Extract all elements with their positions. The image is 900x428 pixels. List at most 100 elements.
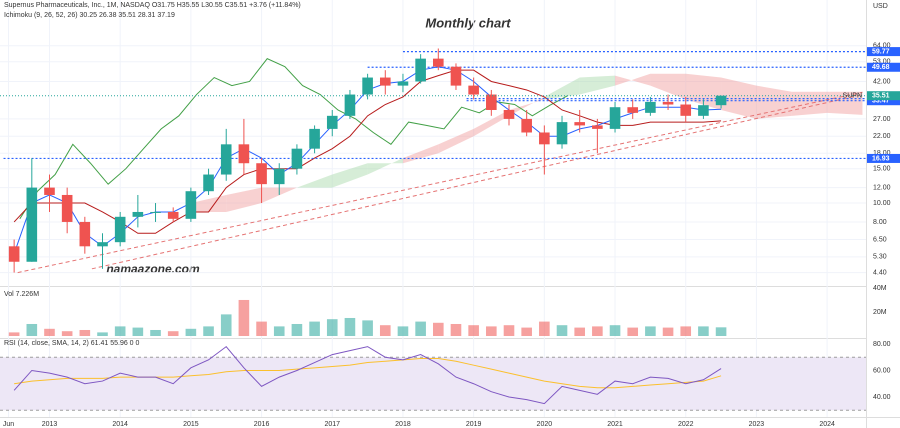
candle-body (150, 211, 161, 213)
volume-bar (379, 325, 391, 336)
y-tick-label: 27.00 (873, 116, 891, 123)
cloud (650, 73, 686, 100)
trendline (17, 91, 863, 274)
candle-body (273, 168, 285, 185)
y-tick-label: 4.40 (873, 269, 887, 276)
candle-body (97, 242, 108, 247)
ichimoku-legend: Ichimoku (9, 26, 52, 26) 30.25 26.38 35.… (4, 12, 175, 19)
y-tick-label: 42.00 (873, 78, 891, 85)
y-tick-label: 64.00 (873, 43, 891, 50)
level-badge (867, 47, 900, 57)
cloud (190, 194, 227, 212)
cloud (544, 77, 580, 100)
candle-body (645, 101, 656, 113)
cloud (508, 96, 545, 116)
candle-body (433, 58, 444, 67)
volume-bar (8, 332, 20, 336)
cloud (367, 158, 403, 175)
candle-body (44, 187, 55, 195)
volume-bar (344, 317, 356, 336)
candle-body (468, 85, 479, 95)
candle-body (486, 94, 497, 110)
volume-tick-label: 20M (873, 309, 887, 316)
candle-body (344, 94, 356, 116)
candle-body (309, 128, 320, 149)
volume-bar (273, 326, 285, 336)
level-label: 33.47 (872, 98, 890, 105)
volume-bar (503, 325, 515, 336)
rsi-tick-label: 80.00 (873, 341, 891, 348)
volume-bar (203, 326, 214, 336)
cloud (402, 144, 439, 164)
chart-title: Monthly chart (425, 15, 511, 30)
candle-body (521, 118, 532, 133)
x-tick-label: 2022 (678, 421, 694, 428)
candle-body (503, 109, 515, 119)
volume-bar (79, 329, 91, 336)
y-tick-label: 53.00 (873, 59, 891, 66)
volume-bar (415, 321, 426, 336)
volume-legend: Vol 7.226M (4, 291, 40, 298)
level-label: 16.93 (872, 155, 890, 162)
volume-bar (450, 323, 462, 336)
volume-bar (61, 331, 73, 336)
cloud (332, 163, 368, 188)
volume-bar (26, 323, 38, 336)
volume-bar (256, 321, 267, 336)
volume-bar (662, 327, 674, 336)
candle-body (680, 104, 692, 116)
volume-bar (645, 326, 656, 336)
y-tick-label: 8.00 (873, 219, 887, 226)
cloud (473, 109, 509, 137)
volume-bar (167, 331, 179, 336)
cloud (791, 91, 828, 116)
volume-bar (556, 325, 568, 336)
volume-bar (468, 325, 479, 336)
level-badge (867, 153, 900, 163)
volume-bar (150, 329, 161, 336)
rsi-band (0, 357, 866, 411)
candle-body (291, 148, 303, 169)
volume-bar (433, 322, 444, 336)
cloud (756, 85, 792, 119)
rsi-legend: RSI (14, close, SMA, 14, 2) 61.41 55.96 … (4, 340, 140, 347)
trendline (91, 94, 863, 270)
cloud (261, 187, 297, 204)
x-tick-label: 2021 (607, 421, 623, 428)
volume-bar (185, 328, 197, 336)
candle-body (592, 125, 603, 129)
candle-body (203, 174, 214, 192)
volume-bar (397, 326, 409, 336)
currency: USD (873, 3, 888, 10)
y-tick-label: 12.00 (873, 184, 891, 191)
candle-body (556, 122, 568, 145)
volume-bar (238, 299, 250, 336)
candle-body (79, 221, 91, 247)
volume-tick-label: 40M (873, 285, 887, 292)
candle-body (379, 77, 391, 86)
candle-body (238, 144, 250, 164)
candle-body (715, 95, 727, 106)
candle-body (167, 211, 179, 219)
y-tick-label: 22.00 (873, 133, 891, 140)
candle-body (539, 132, 550, 145)
candle-body (397, 81, 409, 86)
x-tick-label: 2019 (466, 421, 482, 428)
cloud (615, 73, 651, 86)
x-tick-label: 2020 (537, 421, 553, 428)
volume-bar (486, 326, 497, 336)
cloud (226, 187, 262, 212)
y-tick-label: 6.50 (873, 236, 887, 243)
candle-body (698, 105, 709, 116)
rsi-tick-label: 60.00 (873, 367, 891, 374)
volume-bar (574, 327, 585, 336)
x-tick-label: 2024 (819, 421, 835, 428)
volume-bar (715, 327, 727, 336)
x-tick-label: 2023 (749, 421, 765, 428)
volume-bar (44, 328, 55, 336)
volume-bar (114, 326, 126, 336)
volume-bar (309, 321, 320, 336)
cloud (579, 75, 616, 95)
y-tick-label: 10.00 (873, 200, 891, 207)
volume-bar (132, 327, 144, 336)
